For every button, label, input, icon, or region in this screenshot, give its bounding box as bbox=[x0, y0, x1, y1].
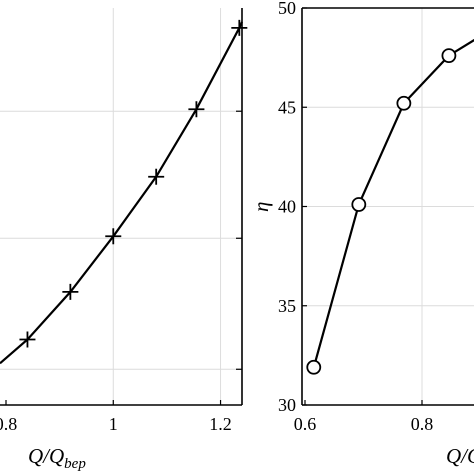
right-data-point bbox=[396, 95, 412, 111]
right-y-tick-label: 40 bbox=[278, 197, 296, 217]
left-x-tick-labels: 0.8 1 1.2 bbox=[0, 414, 232, 434]
right-markers bbox=[306, 48, 457, 375]
right-data-point bbox=[351, 197, 367, 212]
right-ticks bbox=[302, 7, 423, 406]
left-grid bbox=[0, 8, 242, 405]
right-y-tick-label: 50 bbox=[278, 0, 296, 18]
left-x-tick-label: 1.2 bbox=[209, 414, 232, 434]
left-ticks bbox=[5, 110, 242, 405]
right-y-tick-label: 45 bbox=[278, 97, 296, 117]
left-plot-panel: 0.8 1 1.2 Q/Qbep bbox=[0, 8, 248, 472]
right-x-label-main: Q/Q bbox=[446, 444, 474, 468]
right-y-axis-label: η bbox=[249, 202, 273, 212]
right-x-axis-label: Q/Q bbox=[446, 444, 474, 468]
left-series-line bbox=[0, 21, 244, 365]
left-data-point bbox=[105, 228, 122, 245]
right-y-tick-label: 30 bbox=[278, 395, 296, 415]
left-x-axis-label: Q/Qbep bbox=[28, 444, 86, 472]
right-y-tick-label: 35 bbox=[278, 296, 296, 316]
left-markers bbox=[19, 19, 248, 348]
left-x-label-sub: bep bbox=[64, 456, 86, 472]
right-data-point bbox=[441, 48, 457, 64]
right-plot-panel: 0.6 0.8 30 35 40 45 50 η Q/Q bbox=[249, 0, 474, 468]
right-grid bbox=[302, 8, 474, 405]
left-data-point bbox=[188, 101, 205, 118]
left-data-point bbox=[148, 168, 165, 185]
right-series-line bbox=[312, 38, 474, 368]
left-data-point bbox=[231, 19, 248, 36]
right-x-tick-labels: 0.6 0.8 bbox=[294, 414, 434, 434]
left-data-point bbox=[19, 331, 36, 348]
right-data-point bbox=[306, 359, 322, 375]
right-x-tick-label: 0.6 bbox=[294, 414, 317, 434]
left-x-label-main: Q/Q bbox=[28, 444, 64, 468]
left-x-tick-label: 0.8 bbox=[0, 414, 17, 434]
right-y-tick-labels: 30 35 40 45 50 bbox=[278, 0, 296, 415]
left-data-point bbox=[62, 283, 79, 300]
left-x-tick-label: 1 bbox=[109, 414, 118, 434]
right-x-tick-label: 0.8 bbox=[411, 414, 434, 434]
